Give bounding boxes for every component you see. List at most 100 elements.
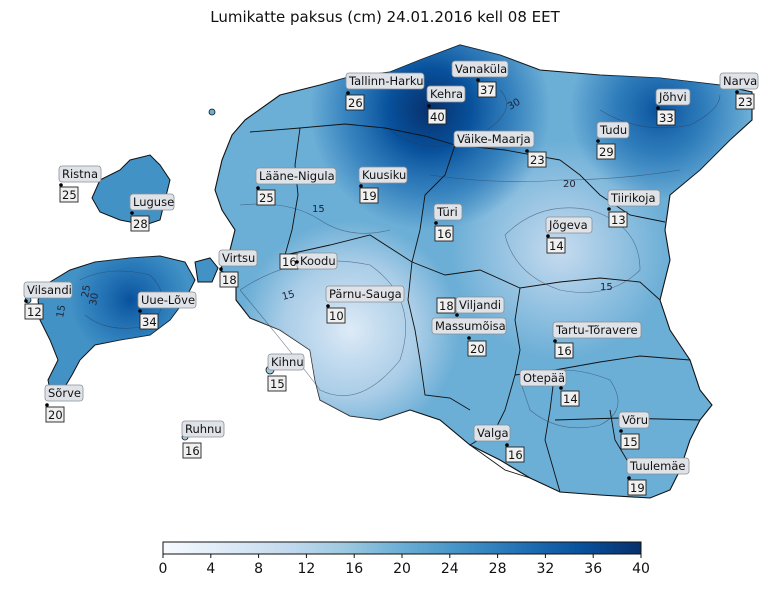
svg-text:16: 16: [437, 227, 452, 241]
svg-text:Võru: Võru: [622, 413, 648, 427]
station-sorve[interactable]: Sõrve 20: [44, 384, 84, 423]
svg-text:19: 19: [362, 189, 377, 203]
svg-text:Sõrve: Sõrve: [48, 386, 81, 400]
svg-text:13: 13: [611, 213, 626, 227]
svg-text:25: 25: [259, 191, 274, 205]
station-jogeva[interactable]: Jõgeva 14: [545, 216, 593, 254]
station-koodu[interactable]: 16 Koodu: [279, 252, 338, 270]
contour-label-group: 15 15 15 20 30 25 30 15: [55, 97, 613, 319]
contour-label: 30: [88, 292, 101, 306]
svg-text:14: 14: [563, 392, 578, 406]
colorbar-tick-label: 12: [297, 561, 315, 577]
colorbar-tick-label: 8: [254, 561, 263, 577]
svg-text:15: 15: [623, 435, 638, 449]
svg-text:Pärnu-Sauga: Pärnu-Sauga: [329, 287, 402, 301]
vormsi-island: [208, 108, 216, 116]
svg-text:28: 28: [133, 217, 148, 231]
station-viljandi[interactable]: 18 Viljandi: [436, 296, 505, 317]
station-turi[interactable]: Türi 16: [433, 203, 463, 242]
hiiumaa-island: [91, 154, 171, 226]
station-parnu-sauga[interactable]: Pärnu-Sauga 10: [325, 285, 405, 324]
svg-text:20: 20: [48, 408, 63, 422]
station-tuulemae[interactable]: Tuulemäe 19: [626, 457, 690, 496]
colorbar-ticks: 0 4 8 12 16 20 24 28 32 36 40: [159, 554, 650, 577]
station-valga[interactable]: Valga 16: [473, 424, 525, 463]
svg-text:Lääne-Nigula: Lääne-Nigula: [259, 169, 335, 183]
svg-text:Vilsandi: Vilsandi: [27, 283, 72, 297]
svg-text:23: 23: [530, 153, 545, 167]
svg-text:Ruhnu: Ruhnu: [185, 422, 222, 436]
svg-text:Türi: Türi: [436, 205, 458, 219]
svg-text:18: 18: [439, 299, 454, 313]
station-narva[interactable]: Narva 23: [719, 72, 759, 110]
svg-text:Kihnu: Kihnu: [271, 355, 304, 369]
svg-text:10: 10: [329, 309, 344, 323]
station-kehra[interactable]: Kehra 40: [426, 85, 466, 125]
contour-label: 15: [281, 289, 296, 303]
svg-text:20: 20: [470, 342, 485, 356]
svg-text:16: 16: [508, 448, 523, 462]
contour-label: 20: [563, 179, 576, 190]
svg-text:Tudu: Tudu: [599, 123, 627, 137]
colorbar-tick-label: 32: [536, 561, 554, 577]
station-vanakula[interactable]: Vanaküla 37: [451, 60, 509, 98]
svg-text:Narva: Narva: [723, 74, 757, 88]
station-ristna[interactable]: Ristna 25: [58, 165, 102, 203]
svg-text:Uue-Lõve: Uue-Lõve: [141, 293, 195, 307]
station-virtsu[interactable]: Virtsu 18: [218, 249, 258, 288]
station-tiirikoja[interactable]: Tiirikoja 13: [607, 189, 661, 228]
svg-text:29: 29: [599, 145, 614, 159]
svg-text:Tallinn-Harku: Tallinn-Harku: [348, 74, 424, 88]
station-tartu-toravere[interactable]: Tartu-Tõravere 16: [552, 321, 642, 359]
colorbar-gradient: [162, 541, 642, 555]
svg-text:Jõhvi: Jõhvi: [658, 90, 687, 104]
colorbar: 0 4 8 12 16 20 24 28 32 36 40: [159, 541, 650, 577]
svg-text:Massumõisa: Massumõisa: [435, 319, 506, 333]
station-voru[interactable]: Võru 15: [618, 411, 650, 450]
svg-text:Tuulemäe: Tuulemäe: [629, 459, 685, 473]
station-kuusiku[interactable]: Kuusiku 19: [358, 166, 408, 204]
svg-text:14: 14: [549, 239, 564, 253]
contour-label: 25: [80, 284, 93, 298]
colorbar-tick-label: 28: [489, 561, 507, 577]
contour-label: 15: [312, 204, 325, 215]
station-otepaa[interactable]: Otepää 14: [519, 369, 580, 407]
svg-text:16: 16: [557, 344, 572, 358]
station-ruhnu[interactable]: Ruhnu 16: [181, 420, 225, 459]
svg-text:16: 16: [185, 444, 200, 458]
svg-text:Virtsu: Virtsu: [222, 251, 255, 265]
colorbar-tick-label: 20: [393, 561, 411, 577]
svg-text:Luguse: Luguse: [133, 195, 174, 209]
svg-text:40: 40: [430, 110, 445, 124]
station-massumoisa[interactable]: Massumõisa 20: [431, 317, 507, 357]
svg-text:Koodu: Koodu: [300, 254, 336, 268]
svg-text:Valga: Valga: [477, 426, 509, 440]
svg-text:18: 18: [222, 273, 237, 287]
station-labels: Tallinn-Harku 26 Vanaküla 37 Kehra 40 Na…: [23, 60, 759, 496]
svg-text:33: 33: [659, 111, 674, 125]
svg-text:19: 19: [630, 481, 645, 495]
svg-text:Vanaküla: Vanaküla: [455, 62, 507, 76]
contour-label: 15: [55, 304, 68, 318]
station-uue-love[interactable]: Uue-Lõve 34: [137, 291, 197, 330]
station-johvi[interactable]: Jõhvi 33: [655, 88, 691, 126]
station-vilsandi[interactable]: Vilsandi 12: [23, 281, 73, 320]
station-kihnu[interactable]: Kihnu 15: [267, 353, 305, 392]
map-title: Lumikatte paksus (cm) 24.01.2016 kell 08…: [210, 8, 560, 26]
svg-text:34: 34: [142, 315, 157, 329]
colorbar-tick-label: 24: [441, 561, 459, 577]
station-vaike-maarja[interactable]: Väike-Maarja 23: [453, 130, 547, 168]
svg-text:15: 15: [270, 377, 285, 391]
colorbar-tick-label: 16: [345, 561, 363, 577]
station-luguse[interactable]: Luguse 28: [129, 193, 175, 232]
colorbar-tick-label: 0: [159, 561, 168, 577]
svg-text:26: 26: [348, 96, 363, 110]
svg-text:12: 12: [27, 305, 42, 319]
svg-text:Kuusiku: Kuusiku: [362, 168, 406, 182]
station-tallinn-harku[interactable]: Tallinn-Harku 26: [345, 72, 425, 111]
svg-text:16: 16: [282, 255, 297, 269]
station-tudu[interactable]: Tudu 29: [596, 121, 630, 160]
station-laane-nigula[interactable]: Lääne-Nigula 25: [255, 167, 337, 206]
svg-text:Väike-Maarja: Väike-Maarja: [457, 132, 531, 146]
